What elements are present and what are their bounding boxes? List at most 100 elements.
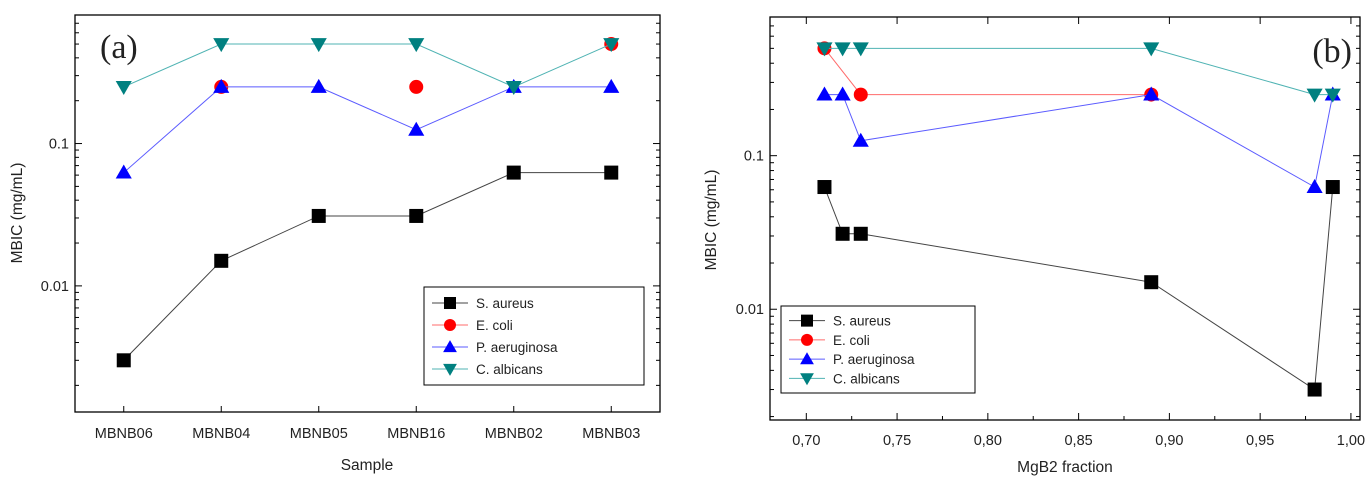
data-point [603, 38, 620, 53]
y-tick-label: 0.01 [41, 279, 69, 295]
x-tick-label: MBNB05 [290, 426, 348, 442]
data-point [1306, 88, 1323, 103]
data-point [834, 42, 851, 57]
legend-marker [444, 319, 456, 331]
legend: S. aureus E. coli P. aeruginosa C. albicans [780, 305, 976, 394]
x-axis-label: Sample [341, 457, 394, 474]
plot-frame [74, 14, 661, 413]
legend-marker [443, 340, 457, 353]
data-point [1143, 86, 1160, 101]
legend-label: S. aureus [476, 296, 534, 311]
y-axis-label: MBIC (mg/mL) [9, 163, 26, 264]
data-point [1144, 275, 1159, 290]
series-s-aureus [817, 180, 1340, 397]
legend-label: C. albicans [833, 371, 900, 386]
legend-item-c-albicans: C. albicans [432, 362, 543, 377]
data-point [408, 38, 425, 53]
legend-marker [800, 373, 814, 386]
legend-marker [443, 363, 457, 376]
data-point [1307, 382, 1322, 397]
legend-label: P. aeruginosa [833, 352, 915, 367]
data-point [310, 78, 327, 93]
data-point [835, 226, 850, 241]
x-tick-label: MBNB03 [582, 426, 640, 442]
x-tick-label: MBNB02 [485, 426, 543, 442]
series-line [123, 86, 612, 173]
series-e-coli [817, 41, 1159, 102]
data-point [115, 164, 132, 179]
data-point [408, 121, 425, 136]
legend-marker [801, 333, 813, 346]
legend-item-p-aeruginosa: P. aeruginosa [432, 340, 558, 355]
data-point [115, 80, 132, 95]
data-point [409, 208, 424, 223]
legend-marker [801, 314, 813, 327]
data-point [853, 87, 868, 102]
data-point [816, 42, 833, 57]
data-point [213, 78, 230, 93]
series-line [824, 47, 1333, 96]
x-tick-label: 0,90 [1155, 433, 1183, 449]
data-point [409, 79, 424, 94]
data-point [214, 253, 229, 268]
legend-label: E. coli [833, 333, 870, 348]
legend-item-e-coli: E. coli [789, 333, 870, 348]
panel-label: (b) [1312, 33, 1352, 70]
data-point [311, 208, 326, 223]
x-tick-label: MBNB16 [387, 426, 445, 442]
x-tick-label: 0,95 [1246, 433, 1274, 449]
series-c-albicans [115, 38, 620, 95]
legend-item-s-aureus: S. aureus [432, 296, 534, 311]
plot-frame [769, 16, 1361, 421]
series-line [123, 43, 612, 88]
x-tick-label: 0,85 [1064, 433, 1092, 449]
series-line [824, 94, 1334, 188]
data-point [505, 80, 522, 95]
x-tick-label: 0,80 [974, 433, 1002, 449]
legend-label: C. albicans [476, 362, 543, 377]
x-tick-label: 1,00 [1337, 433, 1365, 449]
legend: S. aureus E. coli P. aeruginosa C. albicans [423, 286, 645, 386]
series-line [823, 186, 1334, 391]
legend-label: E. coli [476, 318, 513, 333]
legend-item-p-aeruginosa: P. aeruginosa [789, 352, 915, 367]
y-axis-label: MBIC (mg/mL) [703, 170, 720, 271]
chart-panel-b: 0.01 0.1 0,70 0,75 0,80 0,85 0,90 0,95 1,00 MgB2 … [703, 16, 1365, 476]
y-tick-label: 0.1 [744, 149, 764, 165]
legend-marker [800, 352, 814, 365]
series-s-aureus [116, 165, 619, 368]
data-point [834, 86, 851, 101]
data-point [213, 38, 230, 53]
legend-marker [444, 297, 456, 309]
panel-label: (a) [100, 29, 138, 66]
data-point [1324, 88, 1341, 103]
x-tick-label: 0,70 [792, 433, 820, 449]
x-tick-label: MBNB06 [95, 426, 153, 442]
data-point [1306, 178, 1323, 193]
series-p-aeruginosa [115, 78, 620, 179]
legend-item-e-coli: E. coli [432, 318, 513, 333]
x-axis-label: MgB2 fraction [1017, 459, 1113, 476]
x-tick-label: 0,75 [883, 433, 911, 449]
data-point [1143, 42, 1160, 57]
data-point [310, 38, 327, 53]
y-tick-label: 0.1 [49, 137, 69, 153]
data-point [604, 165, 619, 180]
legend-item-s-aureus: S. aureus [789, 314, 891, 329]
series-line [123, 172, 612, 361]
series-line [824, 48, 1152, 96]
legend-label: P. aeruginosa [476, 340, 558, 355]
legend-label: S. aureus [833, 314, 891, 329]
data-point [816, 86, 833, 101]
data-point [852, 42, 869, 57]
legend-item-c-albicans: C. albicans [789, 371, 900, 386]
data-point [1325, 180, 1340, 195]
x-tick-label: MBNB04 [192, 426, 250, 442]
series-c-albicans [816, 42, 1341, 103]
data-point [817, 180, 832, 195]
y-tick-label: 0.01 [736, 302, 764, 318]
data-point [852, 132, 869, 147]
chart-panel-a: 0.01 0.1 MBNB06 MBNB04 MBNB05 MBNB16 MBNB02 MBN… [9, 14, 661, 474]
series-p-aeruginosa [816, 86, 1341, 193]
